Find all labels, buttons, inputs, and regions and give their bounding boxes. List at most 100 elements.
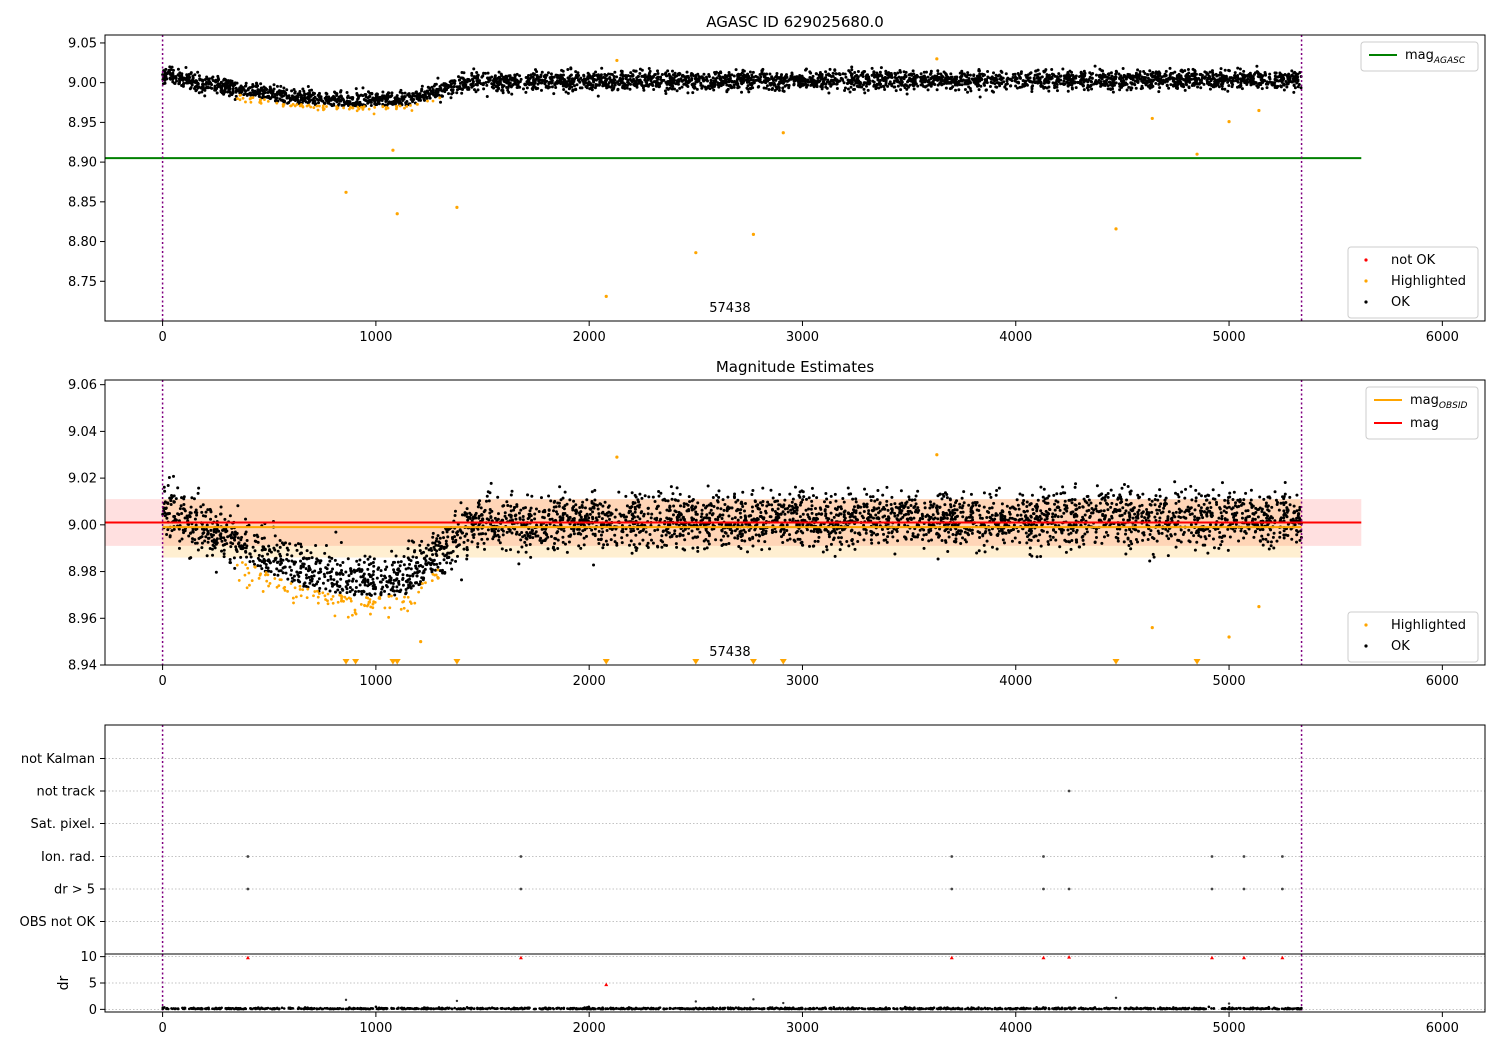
ok-point bbox=[433, 568, 437, 572]
ok-points bbox=[161, 64, 1303, 108]
ok-point bbox=[899, 82, 903, 86]
ok-point bbox=[1242, 498, 1246, 502]
ok-point bbox=[762, 80, 766, 84]
ok-point bbox=[1130, 82, 1134, 86]
legend-box bbox=[1360, 41, 1479, 72]
ok-point bbox=[1100, 69, 1104, 73]
y-tick-label: 8.75 bbox=[68, 275, 97, 290]
ok-point bbox=[430, 85, 434, 89]
ok-point bbox=[283, 90, 287, 94]
ok-point bbox=[201, 82, 205, 86]
ok-point bbox=[1282, 509, 1286, 513]
ok-point bbox=[1043, 85, 1047, 89]
ok-point bbox=[279, 93, 283, 97]
ok-point bbox=[1030, 89, 1034, 93]
ok-point bbox=[835, 78, 839, 82]
ok-point bbox=[1207, 74, 1211, 78]
ok-point bbox=[1028, 76, 1032, 80]
ok-point bbox=[807, 496, 811, 500]
ok-point bbox=[1285, 85, 1289, 89]
ok-point bbox=[829, 542, 833, 546]
ok-point bbox=[171, 68, 175, 72]
ok-point bbox=[1038, 76, 1042, 80]
ok-point bbox=[895, 80, 899, 84]
ok-point bbox=[554, 86, 558, 90]
ok-point bbox=[1056, 515, 1060, 519]
ok-point bbox=[1199, 86, 1203, 90]
ok-point bbox=[1002, 80, 1006, 84]
ok-point bbox=[828, 82, 832, 86]
ok-point bbox=[824, 70, 828, 74]
ok-point bbox=[1128, 73, 1132, 77]
ok-point bbox=[579, 76, 583, 80]
ok-point bbox=[203, 78, 207, 82]
ok-point bbox=[492, 86, 496, 90]
ok-point bbox=[399, 101, 403, 105]
ok-point bbox=[250, 85, 254, 89]
ok-point bbox=[912, 77, 916, 81]
ok-point bbox=[775, 72, 779, 76]
ok-point bbox=[323, 102, 327, 106]
agasc-panel-annotation: 57438 bbox=[709, 301, 750, 316]
ok-point bbox=[1238, 67, 1242, 71]
highlighted-point bbox=[357, 107, 361, 111]
ok-point bbox=[738, 511, 742, 515]
ok-point bbox=[705, 79, 709, 83]
ok-point bbox=[245, 539, 249, 543]
ok-point bbox=[358, 583, 362, 587]
ok-point bbox=[856, 75, 860, 79]
ok-point bbox=[347, 574, 351, 578]
ok-point bbox=[1058, 74, 1062, 78]
ok-point bbox=[960, 83, 964, 87]
ok-point bbox=[366, 101, 370, 105]
ok-point bbox=[654, 84, 658, 88]
ok-point bbox=[947, 508, 951, 512]
ok-point bbox=[842, 81, 846, 85]
ok-point bbox=[1256, 515, 1260, 519]
ok-point bbox=[736, 518, 740, 522]
ok-point bbox=[251, 88, 255, 92]
ok-point bbox=[663, 89, 667, 93]
ok-point bbox=[815, 81, 819, 85]
highlighted-point bbox=[307, 103, 311, 107]
ok-point bbox=[543, 80, 547, 84]
ok-point bbox=[643, 78, 647, 82]
ok-point bbox=[290, 94, 294, 98]
ok-point bbox=[546, 513, 550, 517]
ok-point bbox=[626, 74, 630, 78]
ok-point bbox=[616, 88, 620, 92]
ok-point bbox=[768, 72, 772, 76]
ok-point bbox=[1263, 71, 1267, 75]
ok-point bbox=[1066, 84, 1070, 88]
ok-point bbox=[758, 73, 762, 77]
ok-point bbox=[285, 96, 289, 100]
ok-point bbox=[926, 75, 930, 79]
ok-point bbox=[1251, 75, 1255, 79]
ok-point bbox=[1069, 79, 1073, 83]
ok-point bbox=[463, 81, 467, 85]
ok-point bbox=[983, 83, 987, 87]
ok-point bbox=[1019, 70, 1023, 74]
ok-point bbox=[898, 70, 902, 74]
ok-point bbox=[196, 548, 200, 552]
ok-point bbox=[575, 75, 579, 79]
ok-point bbox=[983, 78, 987, 82]
ok-point bbox=[433, 82, 437, 86]
ok-point bbox=[517, 562, 521, 566]
ok-point bbox=[518, 80, 522, 84]
ok-point bbox=[781, 79, 785, 83]
ok-point bbox=[244, 81, 248, 85]
ok-point bbox=[267, 96, 271, 100]
ok-point bbox=[351, 96, 355, 100]
ok-point bbox=[776, 83, 780, 87]
ok-point bbox=[540, 70, 544, 74]
ok-point bbox=[890, 82, 894, 86]
ok-point bbox=[481, 82, 485, 86]
ok-point bbox=[641, 86, 645, 90]
ok-point bbox=[1079, 70, 1083, 74]
ok-point bbox=[1242, 76, 1246, 80]
ok-point bbox=[896, 71, 900, 75]
ok-point bbox=[736, 534, 740, 538]
ok-point bbox=[972, 73, 976, 77]
ok-point bbox=[877, 86, 881, 90]
